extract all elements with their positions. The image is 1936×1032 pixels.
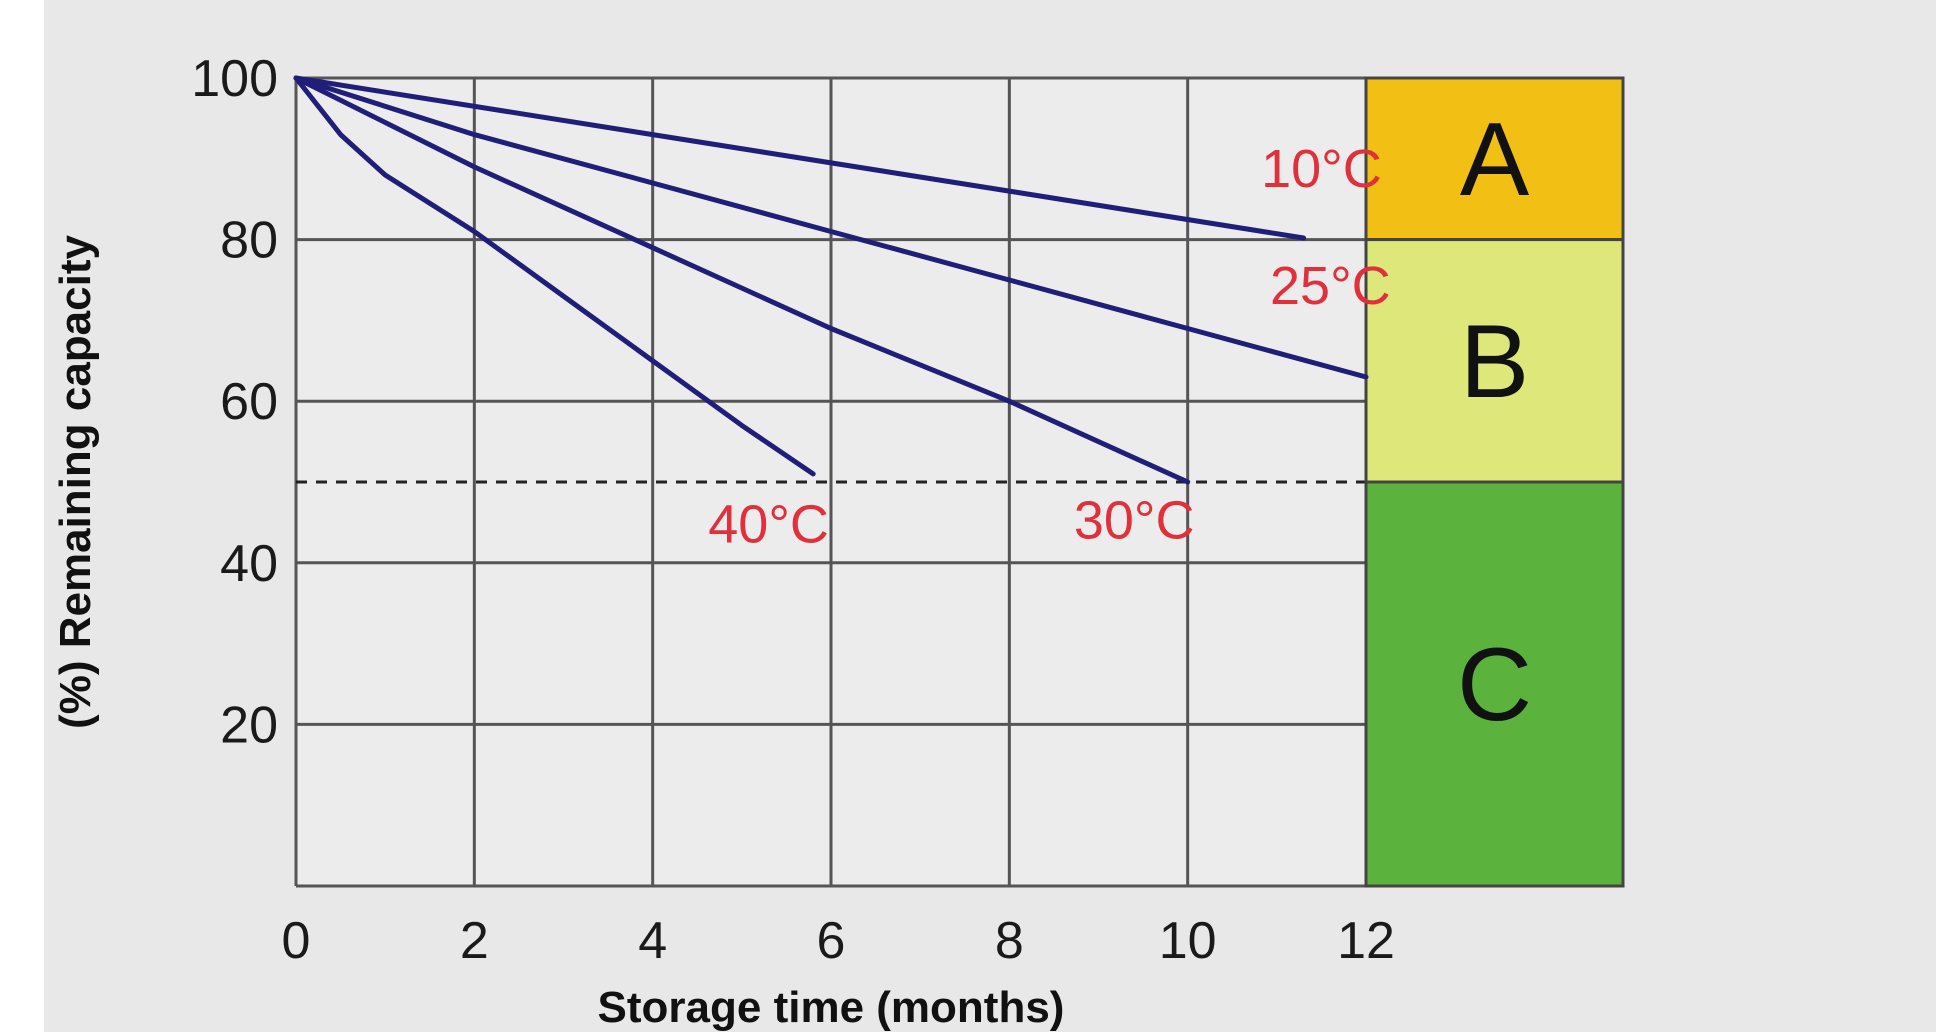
zone-label-b: B	[1460, 304, 1529, 420]
x-tick-label: 6	[817, 912, 846, 970]
zone-c	[1364, 480, 1625, 888]
x-tick-label: 10	[1159, 912, 1217, 970]
series-line	[293, 75, 1369, 380]
axis-ticks: 0 2 4 6 8 10 12 20 40 60 80 100	[191, 50, 1395, 970]
series-line	[293, 75, 1307, 241]
capacity-zones: AB C	[1364, 76, 1625, 888]
x-tick-label: 12	[1337, 912, 1395, 970]
y-tick-label: 100	[191, 50, 278, 108]
x-tick-label: 4	[638, 912, 667, 970]
series-label: 10°C	[1261, 139, 1382, 199]
y-axis-title: (%) Remaining capacity	[51, 235, 100, 729]
x-axis-title: Storage time (months)	[598, 983, 1065, 1032]
y-tick-label: 20	[220, 696, 278, 754]
x-tick-label: 0	[282, 912, 311, 970]
y-tick-label: 80	[220, 212, 278, 270]
series-label: 40°C	[708, 495, 829, 555]
series-label: 25°C	[1270, 256, 1391, 316]
zone-label-a: A	[1460, 102, 1530, 218]
capacity-chart: AB C 10°C 25°C 30°C 40°C 0 2 4 6 8 10 12 20 40 60 80 10…	[51, 50, 1625, 1032]
y-tick-label: 40	[220, 535, 278, 593]
series-labels: 10°C 25°C 30°C 40°C	[708, 139, 1390, 555]
grid	[294, 76, 1368, 888]
x-tick-label: 2	[460, 912, 489, 970]
zone-label-c: C	[1457, 627, 1532, 743]
series-label: 30°C	[1074, 491, 1195, 551]
y-tick-label: 60	[220, 373, 278, 431]
series-line	[293, 75, 1191, 485]
series-line	[293, 75, 816, 477]
x-tick-label: 8	[995, 912, 1024, 970]
series-lines	[293, 75, 1369, 485]
